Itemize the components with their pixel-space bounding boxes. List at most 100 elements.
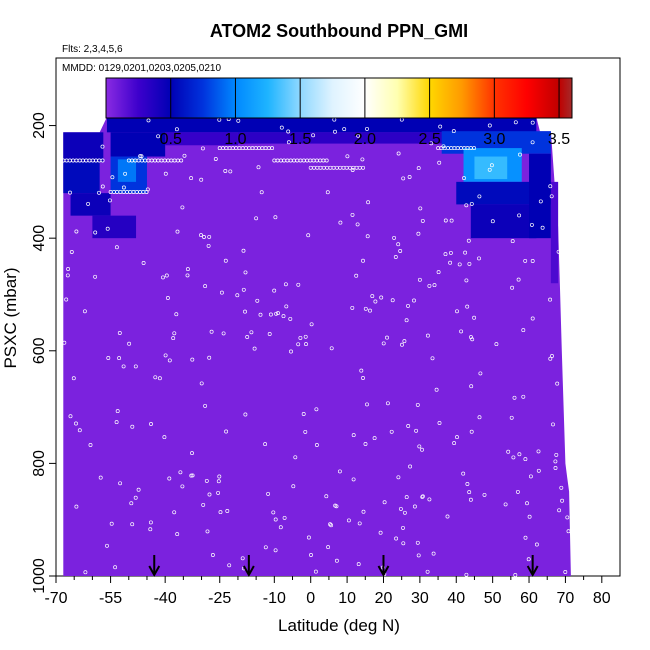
sample-point bbox=[425, 333, 430, 338]
sample-point bbox=[401, 541, 406, 546]
sample-point bbox=[494, 342, 499, 347]
sample-point bbox=[457, 262, 462, 267]
sample-point bbox=[259, 190, 264, 195]
flight-arrow-head bbox=[377, 565, 390, 578]
sample-point bbox=[434, 387, 439, 392]
sample-point bbox=[467, 490, 472, 495]
sample-point bbox=[417, 277, 422, 282]
sample-point bbox=[477, 415, 482, 420]
sample-point bbox=[221, 331, 226, 336]
sample-point bbox=[527, 514, 532, 519]
heatmap-cell bbox=[470, 204, 537, 239]
sample-point bbox=[361, 376, 365, 380]
sample-point bbox=[241, 248, 246, 253]
sample-point bbox=[100, 144, 105, 149]
sample-point bbox=[218, 510, 223, 515]
sample-point bbox=[174, 127, 179, 132]
sample-point bbox=[521, 328, 526, 333]
sample-point bbox=[361, 258, 365, 263]
flight-arrows bbox=[148, 555, 539, 578]
heatmap-cell bbox=[92, 215, 137, 239]
sample-point bbox=[219, 290, 224, 295]
sample-point bbox=[470, 337, 475, 342]
sample-point bbox=[404, 318, 409, 323]
x-axis: -70 -55 -40 -25 -10 0 10 20 30 40 50 60 70 80 bbox=[44, 576, 611, 607]
sample-point bbox=[293, 455, 298, 460]
sample-point bbox=[217, 474, 222, 479]
x-tick-label: 30 bbox=[411, 590, 429, 607]
sample-point bbox=[448, 260, 453, 265]
sample-point bbox=[68, 414, 73, 419]
sample-point bbox=[350, 305, 355, 310]
sample-point bbox=[351, 477, 356, 482]
heatmap-base bbox=[63, 117, 571, 576]
x-tick-label: -40 bbox=[154, 590, 177, 607]
sample-point bbox=[309, 553, 313, 557]
sample-point bbox=[370, 294, 375, 299]
y-axis: 200 400 600 800 1000 bbox=[31, 112, 56, 594]
sample-point bbox=[180, 205, 185, 210]
sample-point bbox=[306, 233, 311, 238]
heatmap-cell bbox=[550, 181, 559, 284]
sample-point bbox=[266, 491, 271, 496]
sample-point bbox=[153, 375, 158, 380]
sample-point bbox=[553, 466, 558, 470]
x-tick-label: -55 bbox=[99, 590, 122, 607]
sample-point bbox=[167, 476, 172, 481]
sample-point bbox=[416, 231, 421, 236]
sample-point bbox=[356, 133, 361, 138]
sample-point bbox=[356, 562, 361, 567]
sample-point bbox=[171, 336, 176, 341]
sample-point bbox=[365, 126, 369, 131]
sample-point bbox=[77, 428, 82, 433]
sample-point bbox=[512, 395, 517, 400]
sample-point bbox=[271, 510, 276, 515]
sample-point bbox=[550, 354, 554, 358]
sample-point bbox=[529, 222, 534, 227]
colorbar-tick-label: 3.0 bbox=[483, 131, 505, 148]
sample-point bbox=[163, 171, 168, 176]
sample-point bbox=[449, 218, 454, 223]
sample-point bbox=[288, 316, 293, 321]
colorbar-tick-label: 1.5 bbox=[289, 131, 311, 148]
sample-point bbox=[263, 442, 268, 447]
sample-point bbox=[190, 473, 195, 478]
sample-point bbox=[281, 314, 286, 319]
sample-point bbox=[83, 570, 88, 575]
sample-point bbox=[100, 184, 105, 189]
sample-point bbox=[556, 249, 561, 254]
sample-point bbox=[207, 492, 212, 497]
sample-point bbox=[406, 424, 411, 428]
sample-point bbox=[355, 222, 360, 227]
sample-point bbox=[526, 557, 531, 562]
sample-point bbox=[392, 235, 397, 240]
sample-point bbox=[412, 298, 416, 303]
sample-point bbox=[540, 225, 545, 230]
sample-point bbox=[282, 515, 287, 520]
sample-point bbox=[138, 154, 143, 159]
sample-point bbox=[105, 226, 110, 231]
sample-point bbox=[396, 151, 401, 156]
colorbar-tick-label: 3.5 bbox=[548, 131, 570, 148]
sample-point bbox=[286, 129, 291, 134]
heatmap-cell bbox=[63, 162, 100, 194]
sample-point bbox=[469, 384, 474, 389]
sample-point bbox=[503, 502, 508, 507]
sample-point bbox=[363, 442, 368, 446]
sample-point bbox=[459, 329, 464, 334]
sample-point bbox=[175, 532, 180, 537]
sample-point bbox=[130, 424, 135, 429]
sample-point bbox=[528, 474, 533, 479]
x-tick-label: 0 bbox=[306, 590, 315, 607]
sample-point bbox=[114, 245, 119, 250]
plot-area: MMDD: 0129,0201,0203,0205,0210 0.5 1.0 1.5… bbox=[55, 57, 621, 578]
sample-point bbox=[406, 303, 410, 308]
sample-point bbox=[93, 274, 98, 279]
sample-point bbox=[455, 309, 459, 314]
sample-point bbox=[365, 402, 369, 407]
sample-point bbox=[553, 459, 558, 464]
sample-point bbox=[334, 558, 339, 563]
sample-point bbox=[256, 165, 261, 170]
x-tick-label: 60 bbox=[520, 590, 538, 607]
sample-point bbox=[549, 194, 554, 199]
